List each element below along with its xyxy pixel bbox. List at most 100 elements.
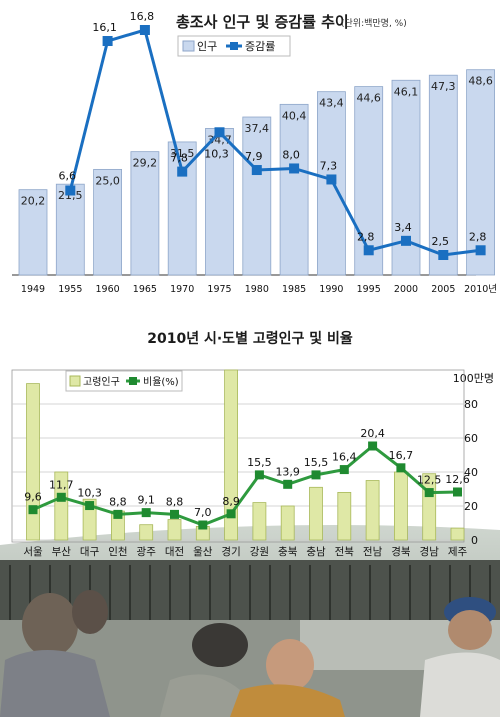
region-tick-label: 강원 [250,546,269,558]
chart2-y-tick: 60 [464,432,478,445]
elderly-bar [224,369,239,541]
chart2-y-tick: 40 [464,466,478,479]
ratio-marker [396,463,406,473]
rate-marker [102,36,113,47]
elderly-bar [139,524,154,541]
ratio-marker [113,509,123,519]
population-bar [167,141,197,276]
region-tick-label: 전남 [363,546,383,558]
ratio-marker [85,501,95,511]
rate-data-label: 16,8 [130,10,155,23]
chart1-title: 총조사 인구 및 증감률 추이 [176,13,349,31]
ratio-marker [339,465,349,475]
legend-marker-rate [230,42,238,50]
rate-marker [65,185,76,196]
region-tick-label: 전북 [335,546,355,558]
rate-data-label: 8,0 [282,148,300,161]
legend-label-ratio: 비율(%) [143,376,179,388]
year-tick-label: 1990 [319,284,343,295]
legend-marker-ratio [129,377,137,385]
legend-swatch-population [182,40,195,52]
elderly-bar [309,486,323,541]
ratio-line [32,444,458,527]
year-tick-label: 1960 [96,284,120,295]
population-bar [279,103,309,276]
rate-data-label: 7,8 [170,152,188,165]
population-bar [466,69,496,276]
chart2-legend-box [65,370,183,392]
rate-marker [177,166,188,177]
chart2-y-tick: 20 [464,500,478,513]
elderly-bar [252,502,267,541]
year-tick-label: 1995 [357,284,381,295]
chart2-axis-unit: 100만명 [453,372,494,385]
region-tick-label: 충남 [306,546,326,558]
person-1 [22,593,78,657]
rate-marker [326,174,337,185]
population-bar-label: 25,0 [95,174,120,187]
population-bar-label: 44,6 [356,92,381,105]
ratio-data-label: 15,5 [304,456,329,469]
ratio-data-label: 20,4 [360,427,385,440]
ratio-marker [368,441,378,451]
rate-marker [289,163,300,174]
rate-marker [251,165,262,176]
region-tick-label: 경기 [221,545,240,558]
ratio-marker [283,479,293,489]
rate-data-label: 16,1 [92,21,117,34]
rate-marker [401,235,411,246]
population-bar [18,189,48,276]
ratio-data-label: 8,8 [166,495,184,508]
ratio-marker [311,470,321,480]
year-tick-label: 1975 [207,284,231,295]
ratio-data-label: 15,5 [247,456,272,469]
chart2-title: 2010년 시·도별 고령인구 및 비율 [147,330,353,347]
legend-label-elderly: 고령인구 [83,376,120,388]
ratio-data-label: 12,6 [445,473,470,486]
population-bar-label: 40,4 [282,109,307,122]
ratio-data-label: 16,4 [332,451,357,464]
population-bar [242,116,272,276]
year-tick-label: 2010년 [464,284,497,295]
population-bar [354,86,384,276]
year-tick-label: 1949 [21,284,45,295]
ratio-data-label: 12,5 [417,474,442,487]
ratio-data-label: 10,3 [77,487,102,500]
ratio-data-label: 13,9 [275,465,300,478]
legend-label-population: 인구 [197,40,217,53]
chart2-y-tick: 80 [464,398,478,411]
rate-data-label: 6,6 [59,169,77,182]
elderly-bar [365,480,380,541]
elderly-bar [26,383,40,541]
ratio-marker [141,508,151,518]
elderly-bar [450,527,465,541]
year-tick-label: 2000 [394,284,418,295]
person-3 [192,623,248,667]
region-tick-label: 부산 [52,546,72,558]
photo-background [0,525,500,717]
year-tick-label: 1955 [58,284,82,295]
population-bar-label: 29,2 [133,157,158,170]
chart2-y-tick: 0 [471,534,478,547]
region-tick-label: 대전 [165,546,184,558]
rate-data-label: 3,4 [394,221,412,234]
rate-line [68,28,481,257]
population-bar-label: 37,4 [245,122,270,135]
ratio-data-label: 9,1 [137,494,155,507]
ratio-marker [56,492,66,502]
ratio-data-label: 11,7 [49,478,74,491]
ratio-marker [254,470,264,480]
year-tick-label: 1980 [245,284,269,295]
population-bar [55,183,85,276]
ratio-marker [170,509,179,519]
region-tick-label: 광주 [137,546,157,558]
region-tick-label: 대구 [80,546,100,558]
region-tick-label: 서울 [23,546,43,558]
population-bar [93,168,122,276]
rate-data-label: 2,8 [469,230,487,243]
region-tick-label: 경북 [391,545,411,558]
population-bar [130,151,160,276]
rate-marker [139,25,150,35]
